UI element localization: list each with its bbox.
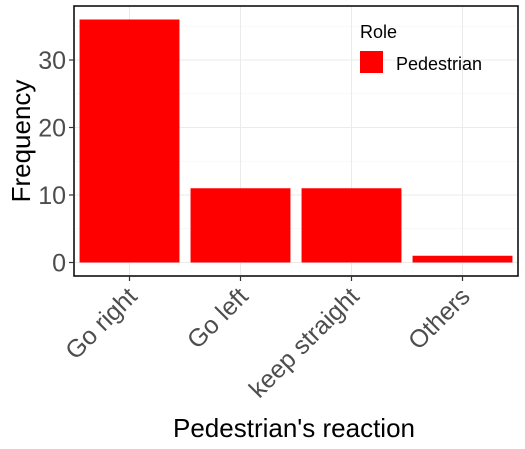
plot-panel-border bbox=[73, 5, 519, 277]
x-tick-label: keep straight bbox=[244, 282, 365, 403]
bar-go-left bbox=[190, 188, 291, 263]
bar-go-right bbox=[79, 19, 180, 263]
x-tick-label: Go right bbox=[60, 282, 143, 365]
y-tick-label: 0 bbox=[52, 250, 66, 278]
y-tick-label: 30 bbox=[38, 47, 66, 75]
x-axis-title: Pedestrian's reaction bbox=[173, 413, 415, 443]
y-axis-title: Frequency bbox=[6, 80, 36, 203]
legend-key-pedestrian bbox=[360, 51, 383, 73]
bar-keep-straight bbox=[301, 188, 402, 263]
legend: Role Pedestrian bbox=[360, 22, 482, 74]
x-tick-label: Others bbox=[403, 282, 476, 355]
legend-label-pedestrian: Pedestrian bbox=[396, 54, 482, 74]
y-tick-label: 20 bbox=[38, 115, 66, 143]
y-axis-ticks: 0 10 20 30 bbox=[38, 47, 74, 278]
bars bbox=[79, 19, 513, 263]
y-tick-label: 10 bbox=[38, 182, 66, 210]
legend-title: Role bbox=[360, 22, 397, 42]
x-tick-label: Go left bbox=[182, 282, 254, 354]
bar-others bbox=[412, 255, 513, 263]
